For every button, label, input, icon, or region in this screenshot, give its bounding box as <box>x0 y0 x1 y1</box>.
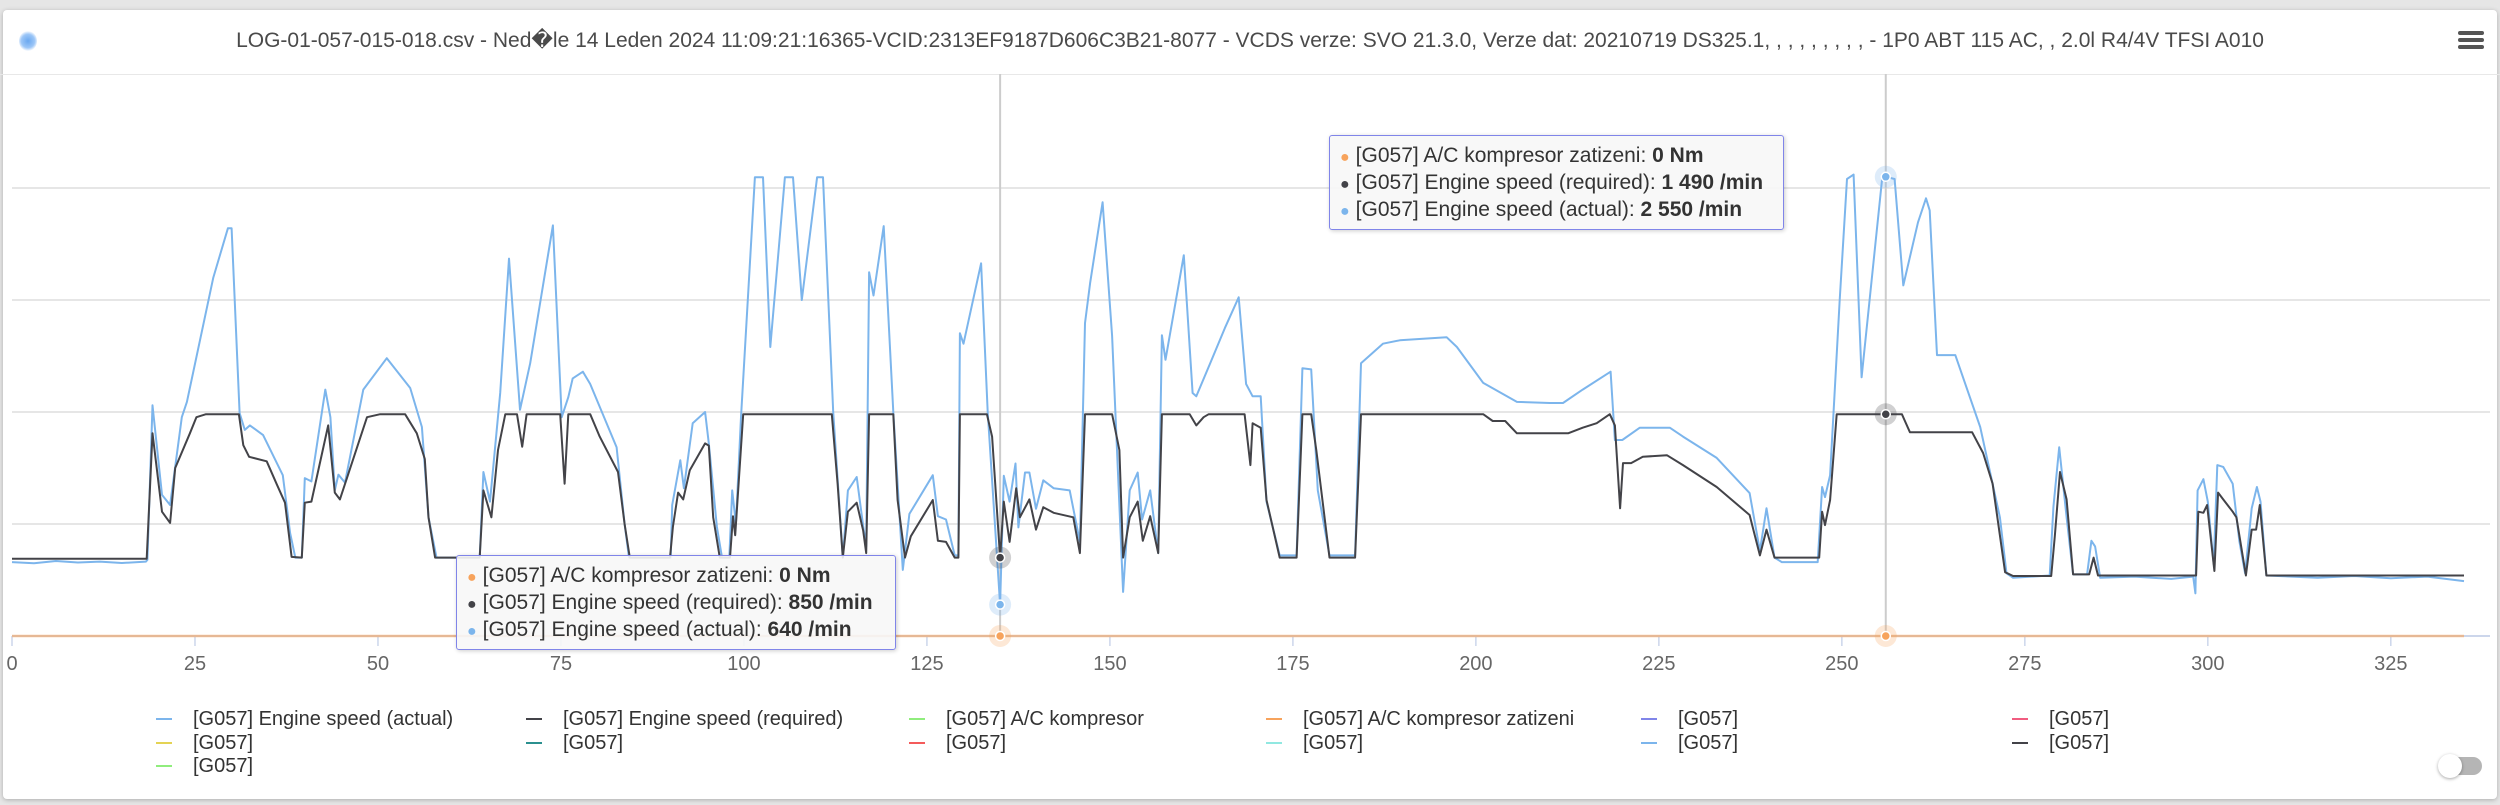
legend-label: [G057] <box>193 755 254 777</box>
legend-line-icon <box>909 718 925 720</box>
legend-label: [G057] <box>563 732 624 754</box>
tooltip-row: ● [G057] Engine speed (required): 850 /mi… <box>467 589 885 616</box>
x-axis: 0 25 50 75 100 125 150 175 200 225 250 275 300 325 <box>6 635 2490 675</box>
series-dot-icon: ● <box>1340 203 1350 220</box>
x-tick-label: 100 <box>727 653 760 675</box>
data-point-marker <box>994 599 1006 610</box>
legend-label: [G057] A/C kompresor <box>946 708 1144 730</box>
x-tick-label: 325 <box>2374 653 2407 675</box>
x-tick-label: 0 <box>6 653 17 675</box>
legend-label: [G057] <box>1678 708 1739 730</box>
series-lines <box>11 173 2465 638</box>
tooltip-row: ● [G057] A/C kompresor zatizeni: 0 Nm <box>1340 142 1773 169</box>
x-tick-label: 50 <box>367 653 389 675</box>
legend-label: [G057] <box>2049 708 2110 730</box>
x-tick-label: 175 <box>1276 653 1309 675</box>
legend-line-icon <box>1266 718 1282 720</box>
tooltip-label: [G057] Engine speed (actual): <box>1355 198 1641 221</box>
legend-label: [G057] Engine speed (actual) <box>193 708 454 730</box>
tooltip-label: [G057] Engine speed (required): <box>482 591 789 614</box>
series-line <box>11 173 2465 606</box>
chart-header: LOG-01-057-015-018.csv - Ned�le 14 Leden… <box>0 10 2500 75</box>
legend-line-icon <box>156 765 172 767</box>
tooltip-value: 640 /min <box>767 618 852 641</box>
series-dot-icon: ● <box>1340 149 1350 166</box>
hover-markers <box>989 165 1897 647</box>
toggle-switch[interactable] <box>2438 754 2484 778</box>
x-tick-label: 300 <box>2191 653 2224 675</box>
legend-label: [G057] <box>193 732 254 754</box>
legend-line-icon <box>156 718 172 720</box>
x-tick-label: 200 <box>1459 653 1492 675</box>
hamburger-menu-icon[interactable] <box>2458 28 2484 54</box>
tooltip-row: ● [G057] A/C kompresor zatizeni: 0 Nm <box>467 562 885 589</box>
legend-line-icon <box>526 742 542 744</box>
tooltip-row: ● [G057] Engine speed (actual): 2 550 /mi… <box>1340 196 1773 223</box>
legend-line-icon <box>1641 742 1657 744</box>
legend-line-icon <box>1266 742 1282 744</box>
tooltip-label: [G057] Engine speed (actual): <box>482 618 768 641</box>
blue-dot-icon <box>19 31 37 51</box>
x-tick-label: 25 <box>184 653 206 675</box>
legend-label: [G057] <box>946 732 1007 754</box>
legend-line-icon <box>526 718 542 720</box>
legend-line-icon <box>1641 718 1657 720</box>
data-point-marker <box>1880 408 1892 420</box>
legend-label: [G057] A/C kompresor zatizeni <box>1303 708 1575 730</box>
series-dot-icon: ● <box>467 596 477 613</box>
chart-title: LOG-01-057-015-018.csv - Ned�le 14 Leden… <box>236 29 2264 52</box>
tooltip-row: ● [G057] Engine speed (actual): 640 /min <box>467 616 885 643</box>
tooltip-label: [G057] A/C kompresor zatizeni: <box>482 564 780 587</box>
legend-label: [G057] <box>1678 732 1739 754</box>
legend-line-icon <box>2012 742 2028 744</box>
legend-label: [G057] <box>2049 732 2110 754</box>
tooltip-label: [G057] A/C kompresor zatizeni: <box>1355 144 1653 167</box>
series-dot-icon: ● <box>467 623 477 640</box>
tooltip-value: 1 490 /min <box>1661 171 1764 194</box>
x-tick-label: 275 <box>2008 653 2041 675</box>
data-point-marker <box>1880 630 1892 642</box>
x-tick-label: 150 <box>1093 653 1126 675</box>
legend-line-icon <box>2012 718 2028 720</box>
data-point-marker <box>994 552 1006 563</box>
series-dot-icon: ● <box>467 569 477 586</box>
tooltip: ● [G057] A/C kompresor zatizeni: 0 Nm ● [G0… <box>1329 135 1784 230</box>
tooltip-label: [G057] Engine speed (required): <box>1355 171 1662 194</box>
data-point-marker <box>1880 171 1892 183</box>
data-point-marker <box>994 630 1006 642</box>
tooltip-value: 850 /min <box>788 591 873 614</box>
legend-label: [G057] <box>1303 732 1364 754</box>
tooltip-value: 0 Nm <box>779 564 831 587</box>
x-tick-label: 125 <box>910 653 943 675</box>
x-tick-label: 75 <box>550 653 572 675</box>
series-dot-icon: ● <box>1340 176 1350 193</box>
legend-line-icon <box>909 742 925 744</box>
tooltip-value: 2 550 /min <box>1640 198 1743 221</box>
x-tick-label: 250 <box>1825 653 1858 675</box>
tooltip-row: ● [G057] Engine speed (required): 1 490 /… <box>1340 169 1773 196</box>
toggle-knob[interactable] <box>2438 754 2462 778</box>
gridlines <box>12 187 2490 525</box>
tooltip: ● [G057] A/C kompresor zatizeni: 0 Nm ● [G0… <box>456 555 896 650</box>
tooltip-value: 0 Nm <box>1652 144 1704 167</box>
series-line <box>12 413 2464 577</box>
chart-card <box>3 10 2497 799</box>
legend-label: [G057] Engine speed (required) <box>563 708 844 730</box>
x-tick-label: 225 <box>1642 653 1675 675</box>
legend-line-icon <box>156 742 172 744</box>
